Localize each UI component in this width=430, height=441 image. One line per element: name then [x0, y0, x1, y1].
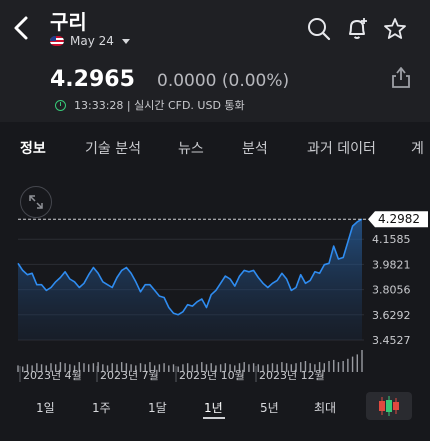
expand-chart-button[interactable] — [20, 186, 52, 218]
quote-meta: 13:33:28 | 실시간 CFD. USD 통화 — [55, 97, 245, 113]
y-tick-label: 3.8056 — [372, 284, 411, 297]
tab-analysis[interactable]: 분석 — [242, 138, 268, 158]
volume-bar — [97, 362, 98, 372]
volume-bar — [357, 354, 358, 372]
volume-bar — [248, 364, 249, 372]
y-tick-label: 3.9821 — [372, 258, 411, 271]
x-tick-label: 2023년 4월 — [23, 369, 82, 382]
volume-bar — [342, 361, 343, 372]
price-chart[interactable]: 4.1585 3.9821 3.8056 3.6292 3.4527 2023년 4월 2… — [0, 178, 430, 388]
range-1y[interactable]: 1년 — [204, 399, 223, 416]
expand-icon — [21, 187, 51, 217]
x-tick-label: 2023년 10월 — [179, 369, 245, 382]
volume-bar — [159, 364, 160, 372]
volume-bar — [173, 364, 174, 372]
volume-bar — [361, 350, 362, 372]
search-icon[interactable] — [306, 16, 332, 42]
volume-bar — [83, 363, 84, 372]
volume-bar — [333, 360, 334, 372]
y-tick-label: 4.1585 — [372, 233, 411, 246]
range-5y[interactable]: 5년 — [260, 399, 279, 416]
us-flag-icon — [50, 36, 64, 46]
last-price: 4.2965 — [50, 67, 135, 92]
y-tick-label: 3.4527 — [372, 334, 411, 347]
add-alert-icon[interactable] — [344, 16, 370, 42]
quote-meta-text: 13:33:28 | 실시간 CFD. USD 통화 — [74, 97, 245, 113]
volume-bar — [253, 363, 254, 372]
tab-historical-data[interactable]: 과거 데이터 — [307, 138, 376, 158]
volume-bar — [347, 359, 348, 372]
page-title: 구리 — [50, 6, 87, 35]
volume-bar — [328, 361, 329, 372]
tab-news[interactable]: 뉴스 — [178, 138, 204, 158]
tab-technical[interactable]: 기술 분석 — [85, 138, 141, 158]
share-icon[interactable] — [390, 65, 412, 89]
star-icon[interactable] — [382, 16, 408, 42]
date-selector[interactable]: May 24 — [50, 34, 130, 48]
tab-overview[interactable]: 정보 — [20, 138, 46, 158]
volume-bar — [338, 362, 339, 372]
volume-bar — [17, 365, 18, 372]
candlestick-icon — [366, 392, 412, 420]
section-tabs: 정보 기술 분석 뉴스 분석 과거 데이터 계 — [0, 124, 430, 172]
price-change: 0.0000 (0.00%) — [157, 71, 289, 91]
range-1m[interactable]: 1달 — [148, 399, 167, 416]
current-price-badge: 4.2982 — [368, 211, 428, 227]
volume-bar — [352, 357, 353, 372]
tab-more[interactable]: 계 — [411, 138, 424, 158]
volume-bar — [88, 364, 89, 372]
range-1w[interactable]: 1주 — [92, 399, 111, 416]
x-tick-label: 2023년 7월 — [100, 369, 159, 382]
back-icon[interactable] — [10, 14, 32, 42]
chart-type-button[interactable] — [366, 392, 412, 420]
chevron-down-icon — [122, 39, 130, 44]
volume-bar — [168, 365, 169, 372]
x-tick-label: 2023년 12월 — [259, 369, 325, 382]
quote-panel: 4.2965 0.0000 (0.00%) 13:33:28 | 실시간 CFD… — [0, 55, 430, 122]
range-max[interactable]: 최대 — [314, 399, 336, 416]
date-label: May 24 — [70, 34, 114, 48]
current-price-label: 4.2982 — [378, 212, 420, 226]
range-selected-indicator — [203, 417, 225, 419]
volume-bar — [163, 363, 164, 372]
clock-icon — [55, 100, 66, 111]
range-1d[interactable]: 1일 — [36, 399, 55, 416]
volume-bar — [93, 363, 94, 372]
top-bar: 구리 May 24 — [0, 0, 430, 55]
y-tick-label: 3.6292 — [372, 309, 411, 322]
